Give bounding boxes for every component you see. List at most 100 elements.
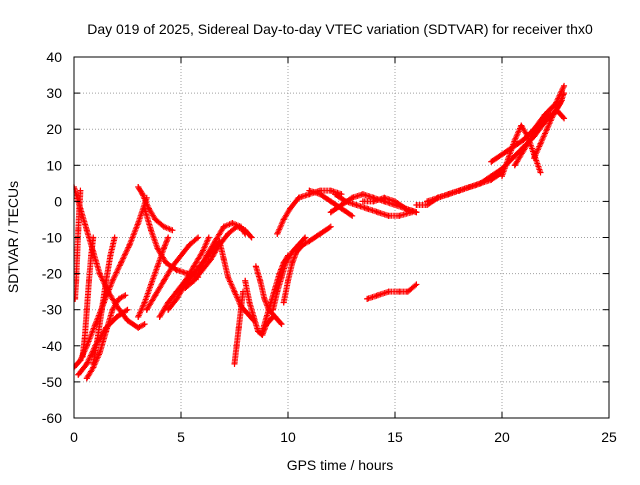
series-arc-30 [424,169,505,205]
data-point [327,187,334,194]
series-arc-15 [195,220,249,277]
data-point [135,313,142,320]
data-point [225,274,232,281]
data-point [165,234,172,241]
data-point [370,198,377,205]
data-point [543,126,550,133]
series-markers [511,108,567,169]
data-point [173,295,180,302]
x-tick-label: 5 [177,429,185,445]
data-point [289,259,296,266]
data-point [499,173,505,180]
series-arc-26 [332,191,416,219]
data-point [141,299,148,306]
data-point [216,238,223,245]
data-point [261,295,268,302]
data-point [135,324,142,331]
y-tick-label: -10 [42,230,62,246]
data-point [338,202,345,209]
data-point [83,375,90,382]
data-point [109,277,116,284]
data-point [550,111,557,118]
data-point [124,317,131,324]
data-point [199,248,206,255]
data-point [109,306,116,313]
x-tick-label: 10 [280,429,296,445]
data-point [488,158,495,165]
series-arc-31 [488,82,568,165]
data-point [280,216,287,223]
series-arc-22 [280,223,334,306]
data-point [402,205,409,212]
data-point [280,299,287,306]
data-point [122,292,129,299]
data-point [252,263,259,270]
y-tick-label: -20 [42,266,62,282]
data-point [135,183,142,190]
data-point [118,259,125,266]
y-tick-label: 40 [46,49,62,65]
data-point [374,292,381,299]
data-point [520,147,527,154]
series-arc-24 [306,187,356,219]
x-axis-label: GPS time / hours [287,457,394,473]
data-point [225,230,232,237]
data-point [186,241,193,248]
data-point [195,234,202,241]
data-point [148,227,155,234]
data-point [96,270,103,277]
series-arc-11 [143,234,202,313]
data-point [282,259,289,266]
data-point [92,342,99,349]
data-point [139,191,146,198]
data-point [169,227,176,234]
data-point [396,288,403,295]
data-point [477,180,484,187]
data-point [511,162,518,169]
data-point [302,234,309,241]
data-point [561,90,568,97]
data-point [205,234,212,241]
data-point [327,198,334,205]
tick-layer: 0 5 10 15 20 25 -60 -50 -40 -30 -20 -10 0 10 20 30 40 [42,49,617,445]
series-arc-21 [270,234,309,313]
y-tick-label: 0 [54,193,62,209]
data-point [126,241,133,248]
series-arc-10 [135,234,172,320]
data-point [364,295,371,302]
data-point [115,295,122,302]
data-point [231,360,238,367]
data-point [207,256,214,263]
data-point [83,360,90,367]
data-point [359,198,366,205]
data-point [160,245,167,252]
data-point [178,252,184,259]
data-point [445,191,452,198]
data-point [306,187,313,194]
series-arc-27 [359,194,420,216]
data-point [165,306,172,313]
data-point [190,263,197,270]
data-point [259,328,266,335]
data-point [511,137,518,144]
data-point [537,140,544,147]
data-point [77,357,84,364]
data-point [229,220,236,227]
data-point [75,371,82,378]
series-markers [488,84,567,165]
data-point [143,306,150,313]
data-point [466,183,473,190]
y-tick-label: -30 [42,302,62,318]
data-point [270,306,277,313]
data-point [77,187,84,194]
data-point [381,194,388,201]
series-arc-29 [413,97,565,209]
data-point [505,155,512,162]
data-point [98,306,105,313]
data-point [456,187,463,194]
data-point [250,313,257,320]
data-point [75,227,82,234]
data-point [124,306,131,313]
data-point [278,274,285,281]
